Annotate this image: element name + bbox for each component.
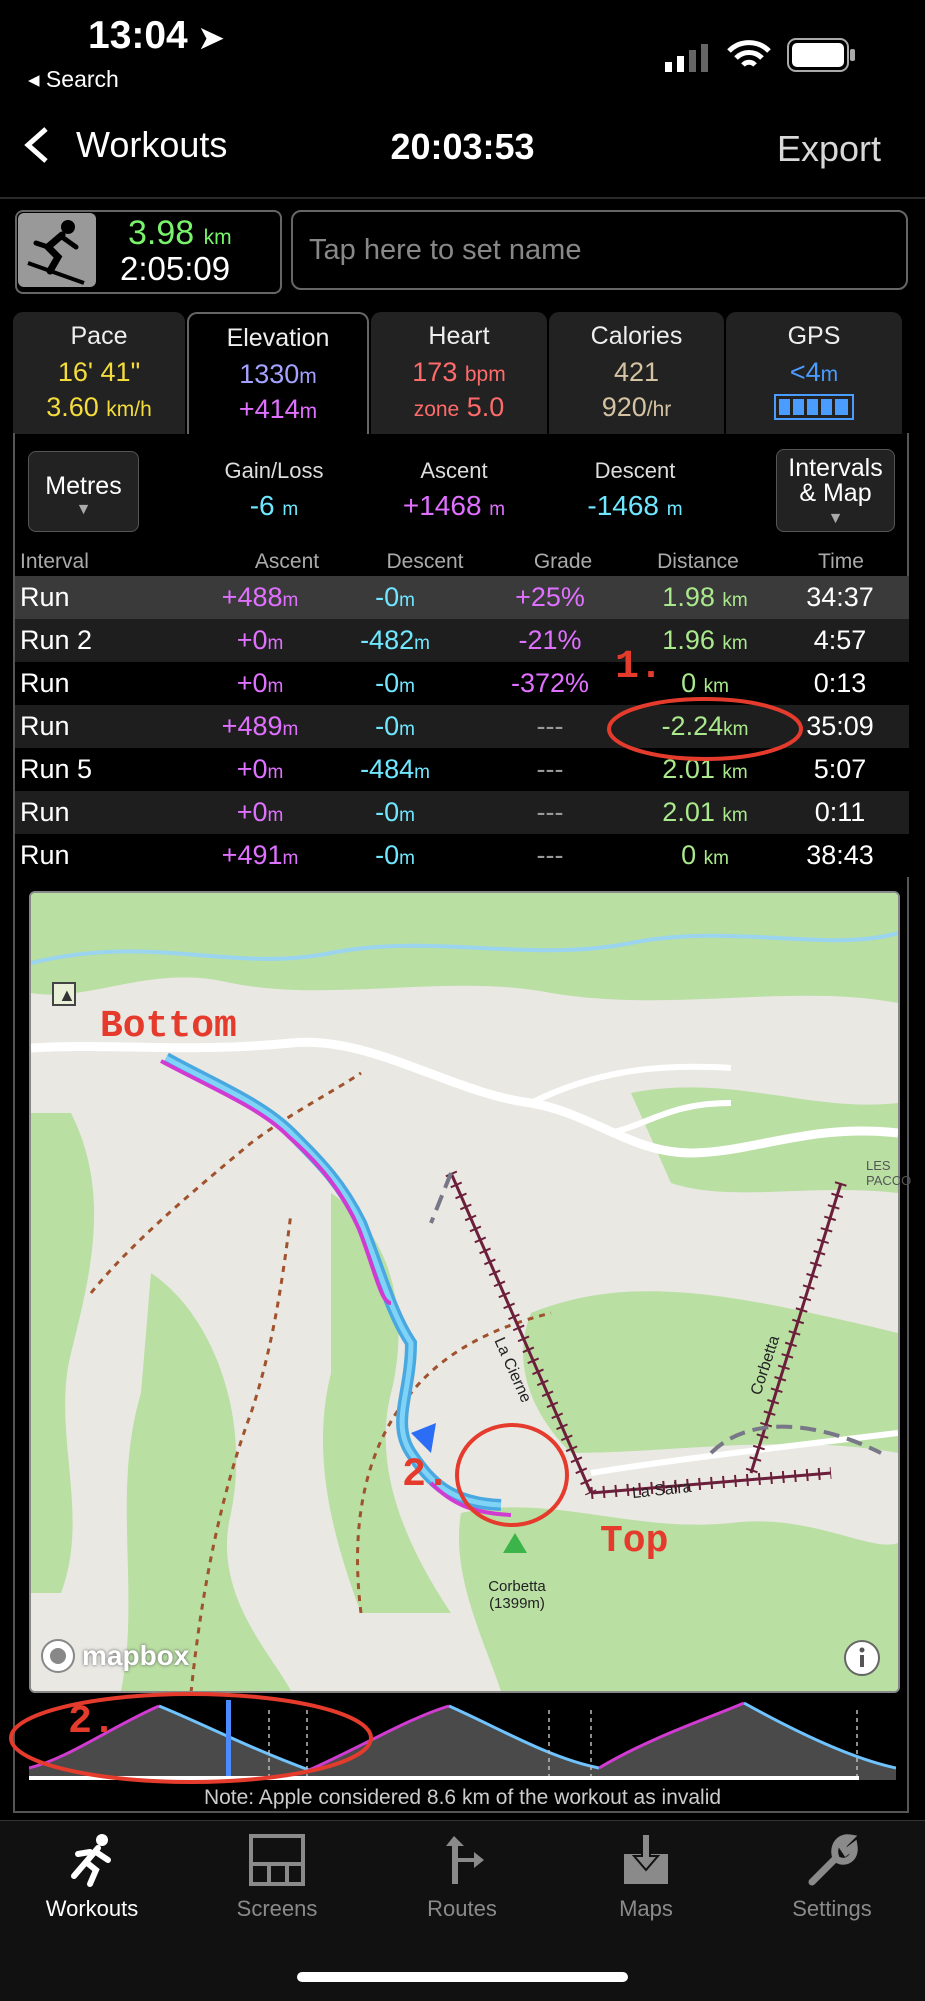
tab-gps[interactable]: GPS <4m: [726, 312, 902, 434]
route-map[interactable]: [29, 891, 900, 1693]
status-time: 13:04 ➤: [88, 14, 224, 57]
gps-strength-icon: [726, 394, 902, 425]
location-arrow-icon: ➤: [198, 22, 224, 55]
annotation-bottom: Bottom: [100, 1005, 237, 1048]
elevation-panel: [13, 433, 909, 1813]
workout-summary[interactable]: [15, 210, 282, 294]
units-button[interactable]: Metres ▼: [28, 451, 139, 532]
maps-icon: [624, 1833, 668, 1884]
tabbar-routes[interactable]: Routes: [382, 1832, 542, 1922]
tab-bar: [0, 1820, 925, 2001]
page-title: 20:03:53: [390, 126, 535, 167]
annotation-top: Top: [600, 1520, 669, 1563]
runner-icon: [71, 1834, 111, 1887]
table-row[interactable]: Run +491m -0m --- 0 km 38:43: [15, 834, 909, 877]
annotation-1: 1.: [615, 645, 664, 690]
back-to-search[interactable]: ◂ Search: [28, 66, 119, 92]
peak-label: Corbetta (1399m): [488, 1578, 546, 1612]
annotation-ellipse: [605, 694, 805, 769]
table-row[interactable]: Run +0m -0m -372% 0 km 0:13: [15, 662, 909, 705]
intervals-map-button[interactable]: Intervals & Map ▼: [776, 449, 895, 532]
table-header: Interval Ascent Descent Grade Distance T…: [20, 550, 864, 573]
stat-ascent: Ascent +1468 m: [402, 458, 506, 521]
table-row[interactable]: Run +488m -0m +25% 1.98 km 34:37: [15, 576, 909, 619]
screens-icon: [249, 1834, 305, 1886]
table-row[interactable]: Run +0m -0m --- 2.01 km 0:11: [15, 791, 909, 834]
mapbox-attribution[interactable]: mapbox: [40, 1638, 189, 1674]
table-row[interactable]: Run 5 +0m -484m --- 2.01 km 5:07: [15, 748, 909, 791]
battery-icon: [787, 38, 857, 77]
invalid-note: Note: Apple considered 8.6 km of the wor…: [203, 1786, 722, 1809]
divider: [0, 197, 925, 199]
elevation-profile[interactable]: [28, 1698, 897, 1780]
summary-distance: 3.98 km: [128, 214, 232, 252]
tabbar-workouts[interactable]: Workouts: [12, 1832, 172, 1922]
wifi-icon: [727, 40, 771, 77]
map-canvas: [31, 893, 898, 1691]
tab-calories[interactable]: Calories 421 920/hr: [549, 312, 724, 434]
summary-duration: 2:05:09: [120, 250, 231, 287]
home-indicator: [297, 1972, 628, 1982]
tabbar-maps[interactable]: Maps: [566, 1832, 726, 1922]
place-label: LES PACCO: [866, 1158, 912, 1188]
wrench-icon: [808, 1834, 858, 1886]
map-info-icon[interactable]: [842, 1638, 882, 1683]
tab-heart[interactable]: Heart 173 bpm zone 5.0: [371, 312, 547, 434]
signal-icon: [665, 44, 713, 77]
tabbar-screens[interactable]: Screens: [197, 1832, 357, 1922]
skier-icon: [18, 213, 96, 287]
chevron-left-icon: [24, 127, 48, 163]
tab-elevation[interactable]: Elevation 1330m +414m: [187, 312, 369, 434]
annotation-circle: [452, 1420, 572, 1535]
back-label: Workouts: [76, 124, 228, 165]
export-button[interactable]: Export: [776, 128, 881, 169]
annotation-2-map: 2.: [402, 1453, 451, 1498]
tab-pace[interactable]: Pace 16' 41" 3.60 km/h: [13, 312, 185, 434]
stat-descent: Descent -1468 m: [587, 458, 683, 521]
annotation-ellipse-profile: [6, 1688, 376, 1793]
stat-gain-loss: Gain/Loss -6 m: [224, 458, 324, 521]
mapbox-logo-icon: [41, 1639, 75, 1673]
back-button[interactable]: Workouts: [22, 124, 227, 166]
table-row[interactable]: Run 2 +0m -482m -21% 1.96 km 4:57: [15, 619, 909, 662]
workout-name-input[interactable]: [291, 210, 908, 290]
routes-icon: [446, 1836, 484, 1884]
table-row[interactable]: Run +489m -0m --- -2.24km 35:09: [15, 705, 909, 748]
campsite-icon: ▲: [58, 985, 76, 1005]
annotation-2-profile: 2.: [68, 1700, 117, 1745]
tabbar-settings[interactable]: Settings: [752, 1832, 912, 1922]
